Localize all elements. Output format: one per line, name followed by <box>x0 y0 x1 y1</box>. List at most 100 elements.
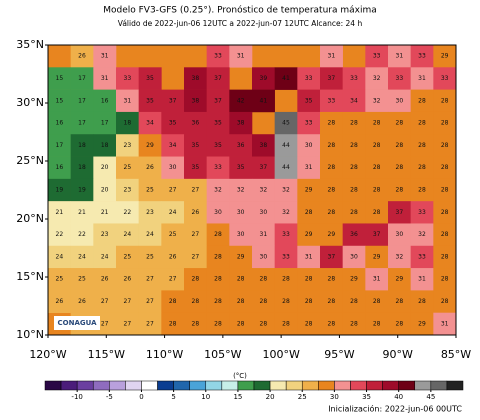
temperature-label: 35 <box>192 142 200 149</box>
temperature-label: 28 <box>441 164 449 171</box>
temperature-label: 26 <box>101 276 109 283</box>
temperature-cell <box>388 156 411 180</box>
temperature-label: 24 <box>56 253 64 260</box>
temperature-cell <box>206 89 230 113</box>
temperature-cell <box>70 111 94 135</box>
temperature-label: 31 <box>328 53 336 60</box>
temperature-label: 37 <box>169 97 177 104</box>
temperature-label: 37 <box>396 209 404 216</box>
temperature-label: 15 <box>56 75 64 82</box>
temperature-cell <box>48 156 71 180</box>
temperature-label: 28 <box>305 209 313 216</box>
temperature-cell <box>70 156 94 180</box>
temperature-label: 37 <box>328 253 336 260</box>
temperature-cell <box>206 290 230 313</box>
temperature-cell <box>93 45 117 68</box>
temperature-cell <box>116 312 139 336</box>
temperature-label: 28 <box>328 320 336 327</box>
temperature-cell <box>184 312 207 336</box>
temperature-cell <box>320 89 343 113</box>
temperature-cell <box>342 312 366 336</box>
temperature-cell <box>342 156 366 180</box>
lat-label: 15°N <box>16 270 44 283</box>
colorbar-swatch <box>301 380 319 391</box>
temperature-cell <box>365 134 389 157</box>
temperature-cell <box>433 290 457 313</box>
temperature-cell <box>388 201 411 224</box>
temperature-label: 17 <box>101 120 109 127</box>
temperature-label: 32 <box>373 75 381 82</box>
temperature-label: 28 <box>328 120 336 127</box>
temperature-label: 17 <box>78 97 86 104</box>
temperature-cell <box>116 134 139 157</box>
temperature-label: 28 <box>441 298 449 305</box>
temperature-cell <box>116 89 139 113</box>
temperature-label: 30 <box>237 231 245 238</box>
temperature-label: 29 <box>305 187 313 194</box>
temperature-label: 31 <box>124 97 132 104</box>
temperature-label: 31 <box>441 320 449 327</box>
temperature-label: 28 <box>418 97 426 104</box>
temperature-label: 35 <box>169 120 177 127</box>
colorbar-swatch <box>366 380 383 391</box>
temperature-label: 37 <box>214 75 222 82</box>
temperature-label: 24 <box>124 231 132 238</box>
temperature-cell <box>48 111 71 135</box>
lon-label: 120°W <box>29 348 66 361</box>
colorbar-tick-label: 20 <box>266 393 275 401</box>
temperature-label: 33 <box>124 75 132 82</box>
temperature-cell <box>388 134 411 157</box>
temperature-label: 28 <box>169 320 177 327</box>
temperature-cell <box>274 268 298 291</box>
temperature-label: 38 <box>237 120 245 127</box>
lat-label: 30°N <box>16 96 44 109</box>
temperature-cell <box>410 134 434 157</box>
temperature-cell <box>365 201 389 224</box>
temperature-label: 28 <box>214 276 222 283</box>
temperature-label: 28 <box>328 187 336 194</box>
temperature-cell <box>138 89 162 113</box>
temperature-cell <box>433 223 457 247</box>
temperature-label: 36 <box>192 120 200 127</box>
temperature-cell <box>161 268 185 291</box>
temperature-label: 28 <box>396 120 404 127</box>
temperature-cell <box>161 156 185 180</box>
temperature-cell <box>184 223 207 247</box>
temperature-label: 44 <box>282 164 290 171</box>
temperature-cell <box>388 67 411 90</box>
temperature-cell <box>70 268 94 291</box>
colorbar-swatch <box>446 380 464 391</box>
temperature-label: 30 <box>396 97 404 104</box>
temperature-cell <box>184 67 207 90</box>
temperature-cell <box>229 245 253 269</box>
temperature-cell <box>297 245 321 269</box>
temperature-label: 27 <box>146 276 154 283</box>
temperature-label: 17 <box>78 75 86 82</box>
temperature-cell <box>297 201 321 224</box>
temperature-label: 28 <box>328 276 336 283</box>
temperature-label: 38 <box>192 97 200 104</box>
lon-label: 105°W <box>204 348 241 361</box>
temperature-label: 41 <box>282 75 290 82</box>
lon-label: 100°W <box>262 348 299 361</box>
temperature-cell <box>229 178 253 202</box>
temperature-cell <box>206 67 230 90</box>
temperature-label: 32 <box>282 187 290 194</box>
temperature-cell <box>297 312 321 336</box>
temperature-cell <box>274 111 298 135</box>
temperature-label: 26 <box>56 298 64 305</box>
temperature-label: 32 <box>396 253 404 260</box>
lon-label: 85°W <box>441 348 471 361</box>
temperature-cell <box>252 201 275 224</box>
temperature-label: 20 <box>101 164 109 171</box>
temperature-label: 28 <box>282 298 290 305</box>
temperature-cell <box>184 245 207 269</box>
temperature-label: 29 <box>237 253 245 260</box>
lat-label: 25°N <box>16 154 44 167</box>
colorbar-tick-label: -10 <box>71 393 82 401</box>
temperature-cell <box>410 268 434 291</box>
temperature-cell <box>206 201 230 224</box>
temperature-cell <box>297 89 321 113</box>
temperature-label: 16 <box>56 164 64 171</box>
temperature-cell <box>229 223 253 247</box>
